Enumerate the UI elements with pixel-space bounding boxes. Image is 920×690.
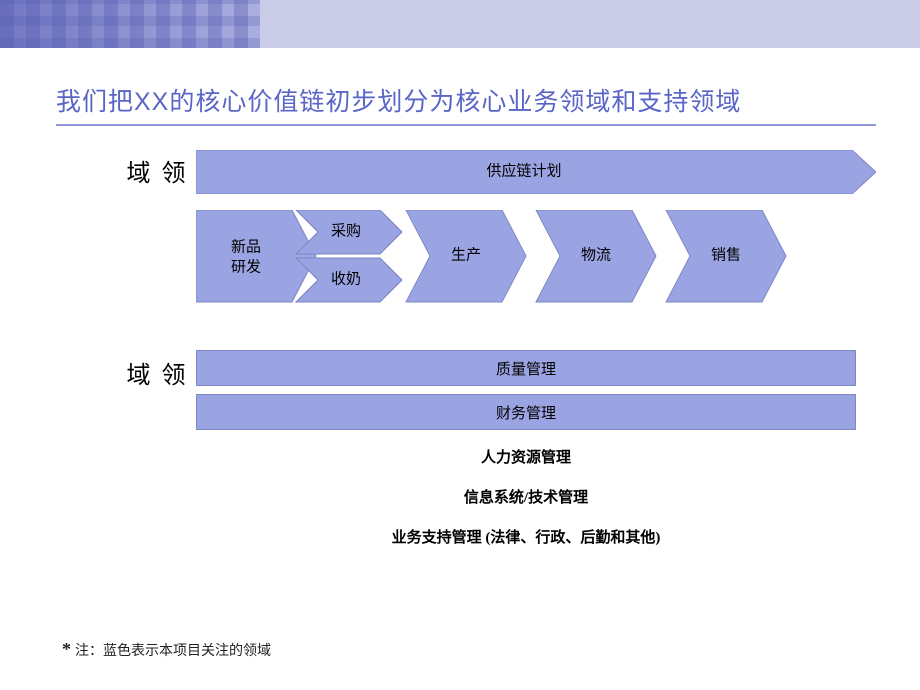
page-title: 我们把XX的核心价值链初步划分为核心业务领域和支持领域 [56, 82, 876, 126]
step-procurement: 采购 [296, 210, 402, 254]
svg-text:物流: 物流 [581, 246, 611, 263]
supply-chain-arrow: 供应链计划 [196, 150, 876, 194]
support-finance: 财务管理 [196, 394, 856, 430]
svg-text:收奶: 收奶 [331, 270, 361, 287]
step-logistics: 物流 [536, 210, 656, 302]
step-new-product: 新品 研发 [196, 210, 316, 302]
support-business: 业务支持管理 (法律、行政、后勤和其他) [196, 518, 856, 554]
step-milk-collection: 收奶 [296, 258, 402, 302]
header-band [0, 0, 920, 48]
svg-text:销售: 销售 [711, 246, 741, 263]
footnote-text: 注：蓝色表示本项目关注的领域 [75, 644, 271, 659]
step-sales: 销售 [666, 210, 786, 302]
footnote: * 注：蓝色表示本项目关注的领域 [62, 639, 271, 660]
svg-text:新品: 新品 [231, 238, 261, 255]
svg-text:研发: 研发 [231, 258, 261, 275]
support-hr: 人力资源管理 [196, 438, 856, 474]
support-quality: 质量管理 [196, 350, 856, 386]
svg-text:生产: 生产 [451, 246, 481, 263]
process-chain: 新品 研发 采购 收奶 生产 物流 销售 [196, 210, 876, 304]
svg-text:采购: 采购 [331, 222, 361, 239]
step-production: 生产 [406, 210, 526, 302]
supply-chain-label: 供应链计划 [486, 161, 561, 179]
support-it: 信息系统/技术管理 [196, 478, 856, 514]
footnote-star: * [62, 639, 71, 659]
header-pattern [0, 0, 260, 48]
